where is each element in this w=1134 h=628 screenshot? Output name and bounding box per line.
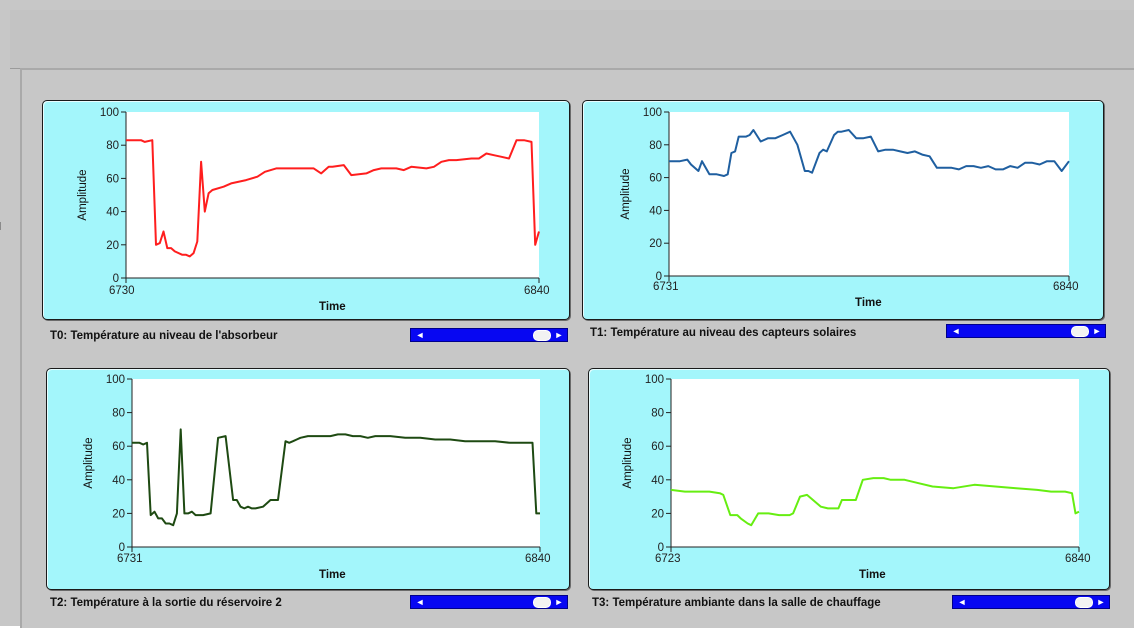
graph-t2-caption: T2: Température à la sortie du réservoir… bbox=[50, 597, 282, 609]
y-tick-label: 0 bbox=[113, 273, 119, 285]
scroll-right-arrow-icon[interactable]: ► bbox=[1092, 326, 1102, 336]
y-tick-label: 20 bbox=[651, 508, 664, 520]
chart-t2: 100 80 60 40 20 0 Amplitude bbox=[83, 374, 541, 554]
y-axis-title: Amplitude bbox=[83, 437, 95, 488]
graph-t1-capteurs[interactable]: 100 80 60 40 20 0 Amplitude 6731 6840 Time bbox=[582, 100, 1104, 320]
y-tick-label: 20 bbox=[106, 240, 119, 252]
graph-t3-salle-chauffage[interactable]: 100 80 60 40 20 0 Amplitude 6723 6840 Time bbox=[588, 368, 1110, 590]
y-tick-label: 80 bbox=[112, 408, 125, 420]
y-tick-label: 0 bbox=[119, 542, 125, 554]
scroll-right-arrow-icon[interactable]: ► bbox=[554, 330, 564, 340]
toolbar-area bbox=[10, 10, 1134, 69]
scroll-left-arrow-icon[interactable]: ◄ bbox=[415, 597, 425, 607]
graph-t0-absorbeur[interactable]: 100 80 60 40 20 0 Amplitude 6730 6840 Time bbox=[42, 100, 570, 320]
y-tick-label: 40 bbox=[112, 475, 125, 487]
window-edge-marker bbox=[0, 222, 7, 230]
y-tick-label: 40 bbox=[651, 475, 664, 487]
scroll-thumb[interactable] bbox=[1075, 597, 1093, 608]
y-tick-label: 60 bbox=[649, 173, 662, 185]
scroll-left-arrow-icon[interactable]: ◄ bbox=[957, 597, 967, 607]
scroll-right-arrow-icon[interactable]: ► bbox=[1096, 597, 1106, 607]
scroll-thumb[interactable] bbox=[533, 330, 551, 341]
x-start-label: 6731 bbox=[653, 281, 679, 293]
scroll-thumb[interactable] bbox=[1071, 326, 1089, 337]
x-axis-title: Time bbox=[319, 569, 346, 581]
x-axis-title: Time bbox=[859, 569, 886, 581]
series-line bbox=[132, 428, 540, 527]
scroll-left-arrow-icon[interactable]: ◄ bbox=[415, 330, 425, 340]
graph-t1-scrollbar[interactable]: ◄ ► bbox=[946, 324, 1106, 338]
graph-t3-scrollbar[interactable]: ◄ ► bbox=[952, 595, 1110, 609]
y-tick-label: 20 bbox=[112, 508, 125, 520]
y-tick-label: 0 bbox=[658, 542, 664, 554]
plot-area bbox=[671, 379, 1079, 547]
scroll-thumb[interactable] bbox=[533, 597, 551, 608]
scroll-left-arrow-icon[interactable]: ◄ bbox=[951, 326, 961, 336]
x-start-label: 6731 bbox=[117, 553, 143, 565]
y-tick-label: 60 bbox=[651, 441, 664, 453]
x-axis-title: Time bbox=[319, 301, 346, 313]
y-tick-label: 80 bbox=[106, 140, 119, 152]
series-line bbox=[669, 129, 1070, 177]
y-tick-label: 60 bbox=[106, 173, 119, 185]
scroll-right-arrow-icon[interactable]: ► bbox=[554, 597, 564, 607]
y-tick-label: 80 bbox=[649, 140, 662, 152]
series-line bbox=[126, 139, 540, 258]
graph-t2-reservoire[interactable]: 100 80 60 40 20 0 Amplitude 6731 6840 Time bbox=[46, 368, 570, 590]
graph-t3-caption: T3: Température ambiante dans la salle d… bbox=[592, 597, 881, 609]
y-tick-label: 100 bbox=[643, 107, 662, 119]
x-start-label: 6730 bbox=[109, 285, 135, 297]
y-axis-title: Amplitude bbox=[622, 437, 634, 488]
y-tick-label: 100 bbox=[106, 374, 125, 386]
y-axis-title: Amplitude bbox=[77, 169, 89, 220]
y-tick-label: 100 bbox=[100, 107, 119, 119]
y-tick-label: 40 bbox=[649, 205, 662, 217]
x-end-label: 6840 bbox=[1053, 281, 1079, 293]
graph-t1-caption: T1: Température au niveau des capteurs s… bbox=[590, 327, 857, 339]
graph-t0-scrollbar[interactable]: ◄ ► bbox=[410, 328, 568, 342]
x-end-label: 6840 bbox=[525, 553, 551, 565]
x-axis-title: Time bbox=[855, 297, 882, 309]
y-axis-title: Amplitude bbox=[620, 168, 632, 219]
graph-t2-scrollbar[interactable]: ◄ ► bbox=[410, 595, 568, 609]
y-tick-label: 60 bbox=[112, 441, 125, 453]
plot-area bbox=[669, 112, 1069, 276]
y-tick-label: 0 bbox=[656, 271, 662, 283]
y-tick-label: 100 bbox=[645, 374, 664, 386]
chart-t0: 100 80 60 40 20 0 Amplitude bbox=[77, 107, 540, 285]
x-end-label: 6840 bbox=[1065, 553, 1091, 565]
graph-t0-caption: T0: Température au niveau de l'absorbeur bbox=[50, 330, 278, 342]
y-tick-label: 20 bbox=[649, 238, 662, 250]
x-end-label: 6840 bbox=[524, 285, 550, 297]
y-tick-label: 40 bbox=[106, 207, 119, 219]
plot-area bbox=[132, 379, 540, 547]
series-line bbox=[670, 477, 1080, 527]
y-tick-label: 80 bbox=[651, 408, 664, 420]
chart-t1: 100 80 60 40 20 0 Amplitude bbox=[620, 107, 1070, 283]
chart-t3: 100 80 60 40 20 0 Amplitude bbox=[622, 374, 1080, 554]
x-start-label: 6723 bbox=[655, 553, 681, 565]
